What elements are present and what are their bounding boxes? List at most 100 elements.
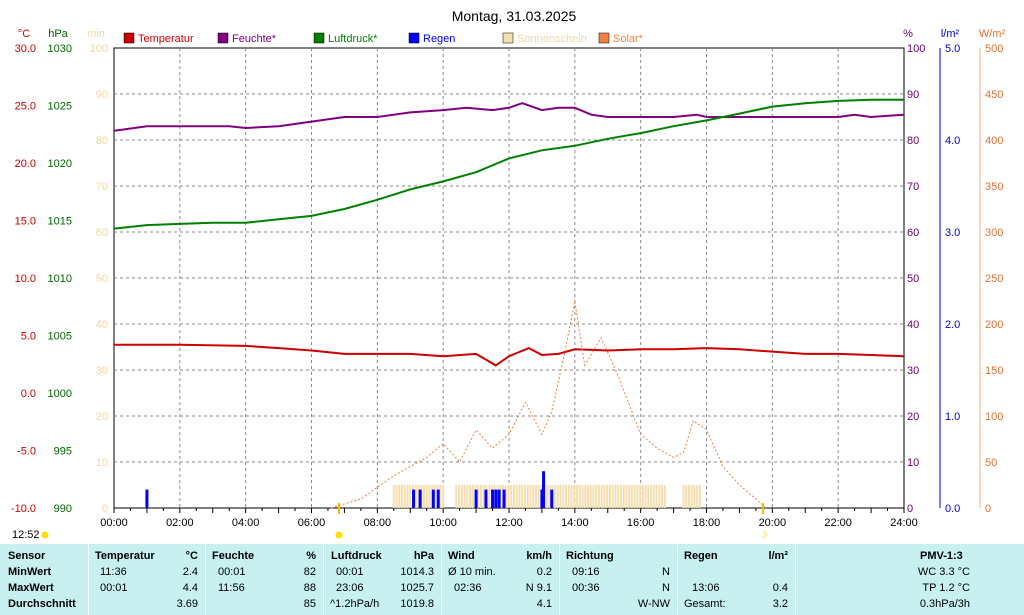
rain-bar [497, 489, 501, 508]
legend-label-luftdruck: Luftdruck* [328, 33, 378, 45]
legend-swatch-feuchte [217, 32, 229, 44]
sunshine-bar [529, 485, 532, 508]
sunshine-bar [507, 485, 510, 508]
sunshine-bar [606, 485, 609, 508]
grid [113, 48, 905, 513]
sunshine-bar [578, 485, 581, 508]
sunshine-tick-label: 70 [96, 181, 108, 193]
legend-swatch-temperatur [123, 32, 135, 44]
rain-tick-label: 3.0 [945, 227, 960, 239]
temp-tick-label: 20.0 [15, 158, 36, 170]
legend-label-temperatur: Temperatur [138, 33, 194, 45]
sunshine-bar [650, 485, 653, 508]
sunshine-bar [463, 485, 466, 508]
legend-swatch-regen [408, 32, 420, 44]
sunshine-bar [573, 485, 576, 508]
sunshine-bar [477, 485, 480, 508]
sunshine-bar [534, 485, 537, 508]
pressure-tick-label: 1005 [48, 331, 72, 343]
solar-tick-label: 0 [985, 503, 991, 515]
sunshine-tick-label: 20 [96, 411, 108, 423]
row-min-dir-time: 09:16 [572, 566, 600, 578]
sunshine-bar [526, 485, 529, 508]
x-tick-label: 12:00 [495, 517, 523, 529]
row-max-label: MaxWert [8, 582, 54, 594]
temp-tick-label: 10.0 [15, 273, 36, 285]
pressure-tick-label: 1000 [48, 388, 72, 400]
humidity-tick-label: 60 [907, 227, 919, 239]
sunshine-bar [584, 485, 587, 508]
sunshine-bar [687, 485, 690, 508]
sunshine-bar [652, 485, 655, 508]
row-max-dir-val: N [662, 582, 670, 594]
sunshine-bar [690, 485, 693, 508]
legend-label-solar: Solar* [613, 33, 644, 45]
x-tick-label: 14:00 [561, 517, 589, 529]
solar-tick-label: 400 [985, 135, 1003, 147]
solar-tick-label: 450 [985, 89, 1003, 101]
sunshine-bar [603, 485, 606, 508]
header-press-unit: hPa [413, 550, 434, 562]
sunshine-bar [395, 485, 398, 508]
sunshine-bar [515, 485, 518, 508]
header-wind-unit: km/h [526, 550, 552, 562]
sunshine-bar [417, 485, 420, 508]
solar-tick-label: 500 [985, 43, 1003, 55]
sunshine-bar [523, 485, 526, 508]
legend-label-regen: Regen [423, 33, 455, 45]
sunshine-bar [639, 485, 642, 508]
sunshine-bar [625, 485, 628, 508]
humidity-tick-label: 80 [907, 135, 919, 147]
row-max-temp-time: 00:01 [100, 582, 128, 594]
sunshine-bar [614, 485, 617, 508]
sunshine-bar [562, 485, 565, 508]
sunshine-tick-label: 90 [96, 89, 108, 101]
sunshine-bar [409, 485, 412, 508]
solar-tick-label: 350 [985, 181, 1003, 193]
sunshine-bar [647, 485, 650, 508]
sunshine-bar [617, 485, 620, 508]
header-hum-unit: % [306, 550, 316, 562]
row-max-rain-val: 0.4 [772, 582, 788, 594]
humidity-tick-label: 50 [907, 273, 919, 285]
time-label: 12:52 [12, 529, 40, 541]
row-avg-press-val: 1019.8 [400, 598, 434, 610]
sunshine-bar [611, 485, 614, 508]
sunshine-bar [600, 485, 603, 508]
sunshine-bar [422, 485, 425, 508]
sunshine-bar [693, 485, 696, 508]
solar-tick-label: 150 [985, 365, 1003, 377]
header-temp-unit: °C [185, 550, 198, 562]
temp-tick-label: 5.0 [21, 331, 36, 343]
x-tick-label: 18:00 [693, 517, 721, 529]
sunshine-bar [401, 485, 404, 508]
rain-bar [550, 489, 554, 508]
sunshine-bar [587, 485, 589, 508]
solar-tick-label: 200 [985, 319, 1003, 331]
solar-tick-label: 50 [985, 457, 997, 469]
rain-bar [502, 489, 506, 508]
header-sensor: Sensor [8, 550, 46, 562]
sunshine-bar [597, 485, 600, 508]
sunshine-tick-label: 50 [96, 273, 108, 285]
x-tick-label: 16:00 [627, 517, 655, 529]
temp-tick-label: 25.0 [15, 101, 36, 113]
legend-swatch-sonnenschein [502, 32, 514, 44]
humidity-tick-label: 90 [907, 89, 919, 101]
sunshine-bar [581, 485, 584, 508]
header-luftdruck: Luftdruck [331, 550, 382, 562]
humidity-tick-label: 10 [907, 457, 919, 469]
sunshine-bar [414, 485, 417, 508]
sunshine-bar [488, 485, 491, 508]
rain-bar [431, 489, 435, 508]
series-line-temperatur [114, 343, 905, 367]
sunshine-bar [504, 485, 507, 508]
sunshine-bar [644, 485, 647, 508]
rain-tick-label: 0.0 [945, 503, 960, 515]
rain-tick-label: 1.0 [945, 411, 960, 423]
chart-title: Montag, 31.03.2025 [452, 8, 577, 24]
sunset-icon: ☽ [759, 530, 768, 541]
humidity-tick-label: 70 [907, 181, 919, 193]
header-pmv: PMV-1:3 [920, 550, 963, 562]
x-tick-label: 10:00 [429, 517, 457, 529]
